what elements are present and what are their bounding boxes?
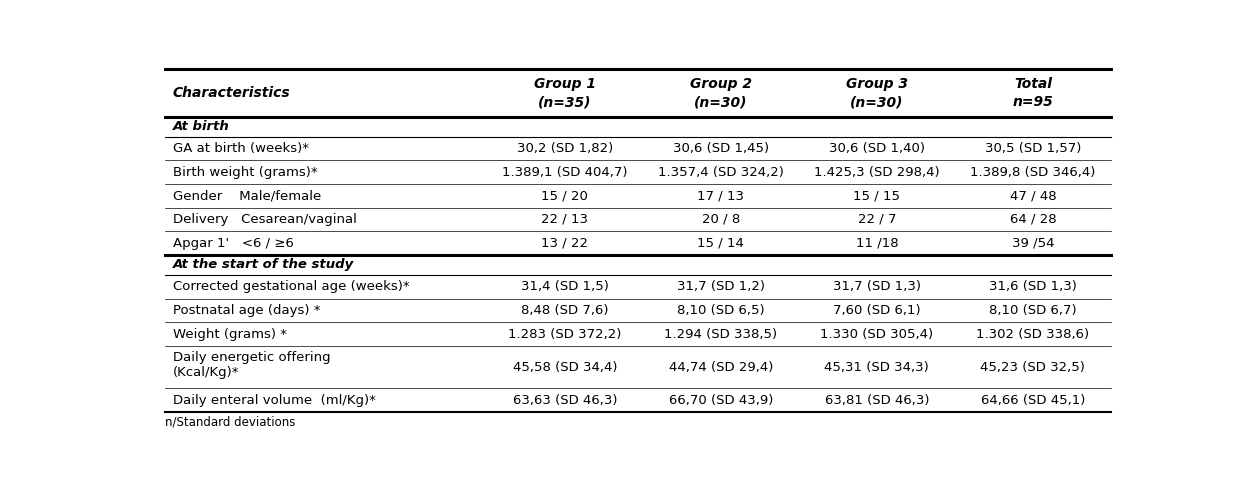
Text: 17 / 13: 17 / 13 [697,189,745,202]
Text: 30,5 (SD 1,57): 30,5 (SD 1,57) [985,142,1081,155]
Text: Birth weight (grams)*: Birth weight (grams)* [173,166,317,179]
Text: 45,58 (SD 34,4): 45,58 (SD 34,4) [513,361,618,374]
Text: 1.425,3 (SD 298,4): 1.425,3 (SD 298,4) [814,166,940,179]
Text: 39 /54: 39 /54 [1012,237,1055,250]
Text: Postnatal age (days) *: Postnatal age (days) * [173,304,320,317]
Text: 20 / 8: 20 / 8 [702,213,740,226]
Text: 1.389,1 (SD 404,7): 1.389,1 (SD 404,7) [502,166,627,179]
Text: Daily energetic offering: Daily energetic offering [173,351,331,364]
Text: Apgar 1'   <6 / ≥6: Apgar 1' <6 / ≥6 [173,237,294,250]
Text: 15 / 15: 15 / 15 [853,189,900,202]
Text: 45,23 (SD 32,5): 45,23 (SD 32,5) [980,361,1086,374]
Text: (Kcal/Kg)*: (Kcal/Kg)* [173,366,239,379]
Text: Daily enteral volume  (ml/Kg)*: Daily enteral volume (ml/Kg)* [173,394,376,407]
Text: 1.357,4 (SD 324,2): 1.357,4 (SD 324,2) [657,166,784,179]
Text: 30,6 (SD 1,40): 30,6 (SD 1,40) [829,142,925,155]
Text: 66,70 (SD 43,9): 66,70 (SD 43,9) [669,394,773,407]
Text: Group 2: Group 2 [690,77,752,91]
Text: 15 / 14: 15 / 14 [697,237,745,250]
Text: 8,10 (SD 6,5): 8,10 (SD 6,5) [677,304,764,317]
Text: 64,66 (SD 45,1): 64,66 (SD 45,1) [981,394,1086,407]
Text: 15 / 20: 15 / 20 [542,189,588,202]
Text: 1.302 (SD 338,6): 1.302 (SD 338,6) [976,328,1089,341]
Text: At the start of the study: At the start of the study [173,258,355,272]
Text: Gender    Male/female: Gender Male/female [173,189,321,202]
Text: 30,6 (SD 1,45): 30,6 (SD 1,45) [672,142,769,155]
Text: 64 / 28: 64 / 28 [1010,213,1056,226]
Text: 45,31 (SD 34,3): 45,31 (SD 34,3) [824,361,929,374]
Text: 1.283 (SD 372,2): 1.283 (SD 372,2) [508,328,621,341]
Text: 47 / 48: 47 / 48 [1010,189,1056,202]
Text: 30,2 (SD 1,82): 30,2 (SD 1,82) [517,142,613,155]
Text: 11 /18: 11 /18 [855,237,898,250]
Text: 1.330 (SD 305,4): 1.330 (SD 305,4) [820,328,934,341]
Text: 8,48 (SD 7,6): 8,48 (SD 7,6) [520,304,609,317]
Text: 22 / 13: 22 / 13 [542,213,589,226]
Text: (n=30): (n=30) [850,95,904,109]
Text: 44,74 (SD 29,4): 44,74 (SD 29,4) [669,361,773,374]
Text: n/Standard deviations: n/Standard deviations [166,416,295,429]
Text: 13 / 22: 13 / 22 [542,237,589,250]
Text: 7,60 (SD 6,1): 7,60 (SD 6,1) [833,304,920,317]
Text: Delivery   Cesarean/vaginal: Delivery Cesarean/vaginal [173,213,357,226]
Text: 8,10 (SD 6,7): 8,10 (SD 6,7) [989,304,1077,317]
Text: Corrected gestational age (weeks)*: Corrected gestational age (weeks)* [173,280,410,293]
Text: Group 1: Group 1 [534,77,596,91]
Text: 1.294 (SD 338,5): 1.294 (SD 338,5) [665,328,777,341]
Text: 63,81 (SD 46,3): 63,81 (SD 46,3) [824,394,929,407]
Text: 31,7 (SD 1,2): 31,7 (SD 1,2) [677,280,764,293]
Text: 31,7 (SD 1,3): 31,7 (SD 1,3) [833,280,921,293]
Text: 1.389,8 (SD 346,4): 1.389,8 (SD 346,4) [970,166,1096,179]
Text: (n=30): (n=30) [693,95,747,109]
Text: At birth: At birth [173,120,230,133]
Text: 31,6 (SD 1,3): 31,6 (SD 1,3) [989,280,1077,293]
Text: Total: Total [1013,77,1052,91]
Text: (n=35): (n=35) [538,95,591,109]
Text: n=95: n=95 [1012,95,1053,109]
Text: Weight (grams) *: Weight (grams) * [173,328,288,341]
Text: 31,4 (SD 1,5): 31,4 (SD 1,5) [520,280,609,293]
Text: GA at birth (weeks)*: GA at birth (weeks)* [173,142,309,155]
Text: 63,63 (SD 46,3): 63,63 (SD 46,3) [513,394,618,407]
Text: 22 / 7: 22 / 7 [858,213,896,226]
Text: Characteristics: Characteristics [173,86,290,100]
Text: Group 3: Group 3 [845,77,908,91]
